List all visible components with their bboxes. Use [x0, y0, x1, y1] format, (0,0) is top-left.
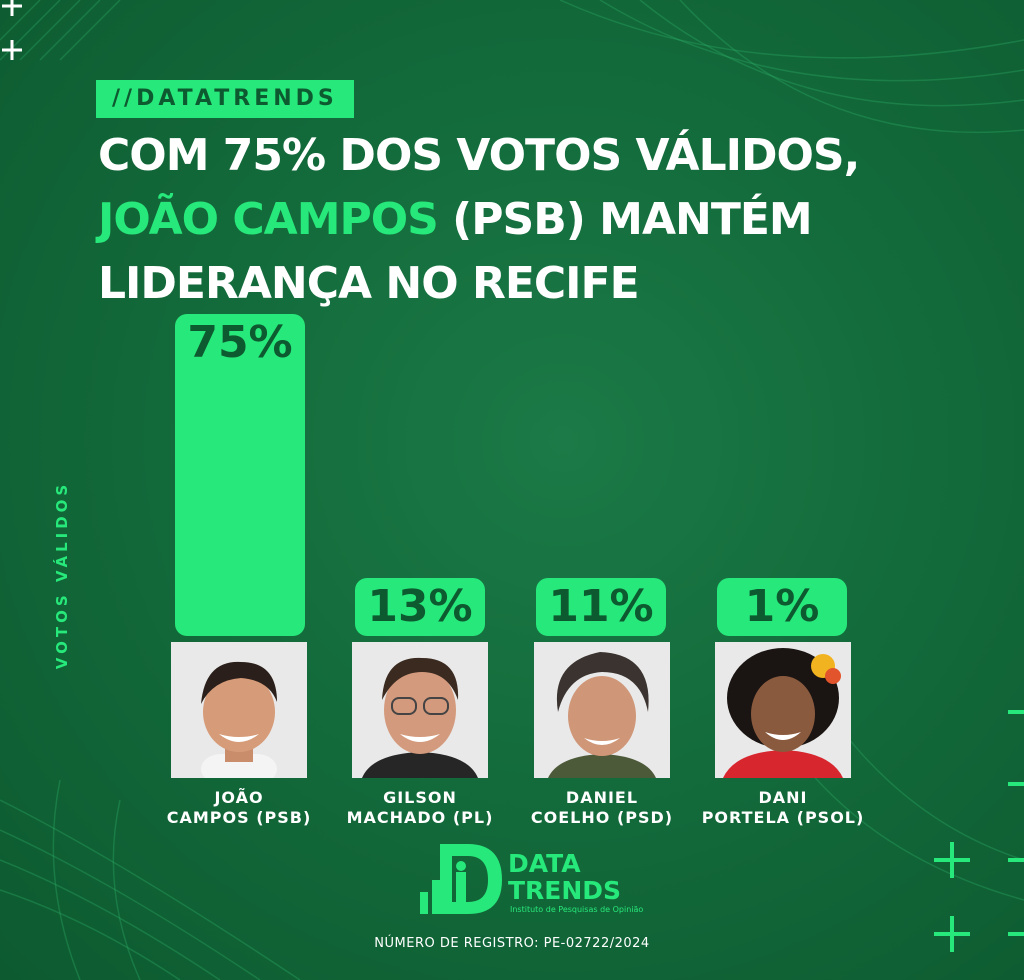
category-label-line-2: PORTELA (PSOL) — [701, 808, 865, 827]
headline-line-3: LIDERANÇA NO RECIFE — [98, 258, 640, 309]
category-label-joao-campos: JOÃO CAMPOS (PSB) — [139, 788, 339, 828]
logo-text-data: DATA — [508, 849, 581, 878]
headline-line-2-rest: (PSB) MANTÉM — [437, 194, 813, 245]
y-axis-label: VOTOS VÁLIDOS — [53, 480, 71, 670]
registration-number: NÚMERO DE REGISTRO: PE-02722/2024 — [374, 936, 650, 951]
logo-subtitle: Instituto de Pesquisas de Opinião — [510, 905, 644, 914]
logo-text-trends: TRENDS — [508, 876, 622, 905]
category-label-line-2: CAMPOS (PSB) — [166, 808, 312, 827]
category-label-line-1: JOÃO — [214, 788, 264, 807]
bar-daniel-coelho — [536, 578, 666, 636]
bar-joao-campos — [175, 314, 305, 636]
category-label-line-1: GILSON — [383, 788, 457, 807]
category-label-dani-portela: DANI PORTELA (PSOL) — [683, 788, 883, 828]
datatrends-logo-icon — [420, 844, 502, 914]
candidate-photo-daniel-coelho — [534, 642, 670, 778]
bar-gilson-machado — [355, 578, 485, 636]
candidate-photo-gilson-machado — [352, 642, 488, 778]
candidate-photo-dani-portela — [715, 642, 851, 778]
category-label-line-2: MACHADO (PL) — [346, 808, 494, 827]
bar-dani-portela — [717, 578, 847, 636]
value-label-joao-campos: 75% — [187, 317, 293, 368]
category-label-gilson-machado: GILSON MACHADO (PL) — [320, 788, 520, 828]
headline-line-1: COM 75% DOS VOTOS VÁLIDOS, — [98, 130, 860, 181]
category-label-line-1: DANI — [758, 788, 808, 807]
brand-tag: //DATATRENDS — [96, 80, 354, 118]
plus-icon — [2, 0, 22, 60]
value-label-dani-portela: 1% — [744, 581, 820, 632]
headline-highlight: JOÃO CAMPOS — [98, 194, 439, 245]
candidate-photo-joao-campos — [171, 642, 307, 778]
headline: COM 75% DOS VOTOS VÁLIDOS, JOÃO CAMPOS (… — [98, 124, 978, 316]
category-label-line-2: COELHO (PSD) — [530, 808, 674, 827]
category-label-daniel-coelho: DANIEL COELHO (PSD) — [502, 788, 702, 828]
value-label-daniel-coelho: 11% — [548, 581, 654, 632]
value-label-gilson-machado: 13% — [367, 581, 473, 632]
category-label-line-1: DANIEL — [565, 788, 639, 807]
headline-line-2: JOÃO CAMPOS (PSB) MANTÉM — [98, 188, 978, 252]
